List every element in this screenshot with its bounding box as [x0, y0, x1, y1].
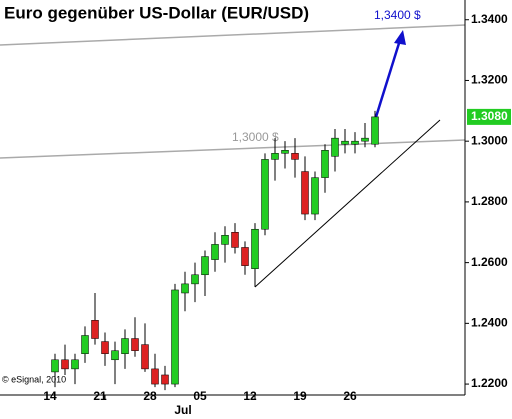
candle-body: [211, 244, 219, 260]
candle-body: [341, 140, 349, 145]
month-label: Jul: [174, 403, 191, 417]
support-line: [0, 139, 466, 159]
candle-body: [121, 338, 129, 354]
chart-title: Euro gegenüber US-Dollar (EUR/USD): [4, 3, 309, 22]
x-tick-label: 14: [43, 389, 57, 403]
candle-body: [331, 137, 339, 157]
candle-body: [251, 228, 259, 269]
candle-body: [291, 153, 299, 160]
last-price-label: 1.3080: [471, 109, 508, 123]
x-tick-label: 19: [293, 389, 307, 403]
y-tick-label: 1.3200: [471, 73, 508, 87]
candle-body: [131, 338, 139, 351]
candle-body: [261, 159, 269, 230]
source: © eSignal, 2010: [2, 374, 66, 384]
candle-body: [71, 359, 79, 370]
x-tick-label: 26: [343, 389, 357, 403]
candle-body: [61, 359, 69, 370]
candle-body: [231, 232, 239, 248]
candle-body: [161, 374, 169, 385]
candle-body: [81, 335, 89, 354]
candle-body: [111, 350, 119, 361]
arrow-head: [394, 30, 406, 45]
candle-body: [221, 235, 229, 245]
candle-body: [101, 341, 109, 354]
last-price-box: [467, 108, 511, 125]
y-tick-label: 1.3400: [471, 12, 508, 26]
candle-body: [151, 368, 159, 385]
arrow: [374, 39, 402, 118]
y-tick-label: 1.2600: [471, 255, 508, 269]
candle-body: [321, 150, 329, 178]
candle-body: [141, 344, 149, 370]
y-tick-label: 1.2200: [471, 376, 508, 390]
candle-body: [191, 274, 199, 285]
candle-body: [351, 140, 359, 145]
y-tick-label: 1.2400: [471, 316, 508, 330]
candle-body: [361, 137, 369, 142]
x-tick-label: 12: [243, 389, 257, 403]
candle-body: [201, 256, 209, 276]
trend-line: [254, 119, 441, 288]
candle-body: [281, 150, 289, 154]
resistance-line: [0, 24, 466, 46]
candle-body: [371, 116, 379, 145]
candle-body: [91, 320, 99, 339]
candle-body: [181, 283, 189, 294]
x-tick-label: 28: [143, 389, 157, 403]
candle-body: [171, 289, 179, 385]
annotation: 1,3400 $: [374, 8, 421, 22]
candle-body: [301, 171, 309, 215]
x-tick-label: 05: [193, 389, 207, 403]
y-tick-label: 1.2800: [471, 194, 508, 208]
candle-body: [241, 247, 249, 266]
y-tick-label: 1.3000: [471, 133, 508, 147]
candle-body: [51, 359, 59, 373]
x-tick-label: 21: [93, 389, 107, 403]
annotation: 1,3000 $: [232, 130, 279, 144]
candle-body: [311, 177, 319, 215]
candle-body: [271, 153, 279, 160]
